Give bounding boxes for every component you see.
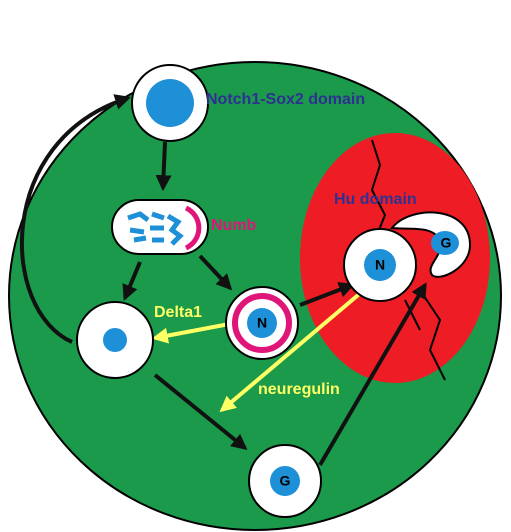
nucleus — [103, 328, 127, 352]
node-label: N — [375, 257, 385, 273]
node-label: G — [441, 235, 452, 251]
signal-label: Delta1 — [154, 304, 202, 321]
protein-label: Numb — [211, 217, 257, 234]
node-label: N — [257, 315, 267, 331]
node-label: G — [280, 473, 291, 489]
region-label: Notch1-Sox2 domain — [206, 91, 365, 108]
region-label: Hu domain — [334, 191, 417, 208]
signal-label: neuregulin — [258, 381, 340, 398]
diagram: N N G G Notch1-Sox2 domain Numb Hu domai… — [0, 0, 511, 532]
nucleus — [146, 79, 194, 127]
